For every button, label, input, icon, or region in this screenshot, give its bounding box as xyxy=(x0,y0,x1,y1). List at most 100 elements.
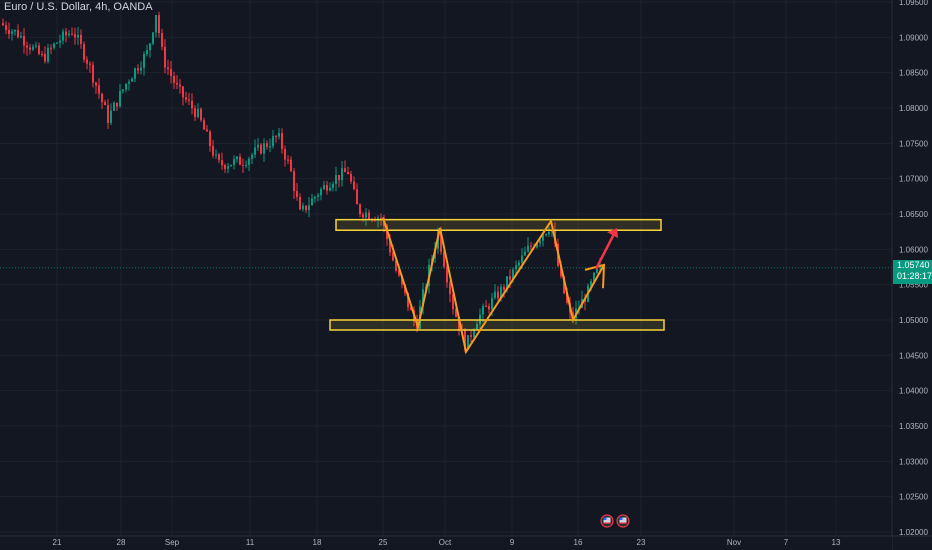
candle-body xyxy=(596,267,598,273)
candle-body xyxy=(506,276,508,290)
candle-body xyxy=(104,102,106,106)
last-price-tag: 1.05740 01:28:17 xyxy=(893,260,932,284)
candle-body xyxy=(272,136,274,147)
candle-body xyxy=(317,195,319,197)
time-tick-label: Nov xyxy=(727,538,741,547)
time-tick-label: 25 xyxy=(379,538,388,547)
candle-body xyxy=(179,84,181,87)
candle-body xyxy=(98,85,100,94)
projection-arrow-head xyxy=(607,228,618,239)
candle-body xyxy=(380,217,382,219)
candle-body xyxy=(353,181,355,190)
candle-body xyxy=(344,168,346,173)
price-tick-label: 1.05000 xyxy=(899,316,928,325)
resistance-zone xyxy=(335,218,662,232)
candle-body xyxy=(467,335,469,350)
candle-body xyxy=(5,25,7,30)
economic-event-flag-icon[interactable] xyxy=(600,514,614,528)
candle-body xyxy=(512,269,514,280)
candle-body xyxy=(323,185,325,190)
candle-body xyxy=(593,272,595,282)
candle-body xyxy=(14,30,16,32)
candle-body xyxy=(254,147,256,155)
candle-body xyxy=(518,262,520,266)
candle-body xyxy=(332,183,334,188)
candle-body xyxy=(242,164,244,166)
price-tick-label: 1.02000 xyxy=(899,528,928,537)
candle-body xyxy=(524,251,526,256)
candle-body xyxy=(131,78,133,82)
time-tick-label: 21 xyxy=(53,538,62,547)
candle-body xyxy=(521,255,523,263)
candle-body xyxy=(191,100,193,109)
bar-countdown: 01:28:17 xyxy=(897,271,932,281)
candle-body xyxy=(176,82,178,85)
pattern-zigzag xyxy=(382,217,605,355)
candle-body xyxy=(488,306,490,310)
candle-body xyxy=(2,23,4,26)
symbol-title: Euro / U.S. Dollar, 4h, OANDA xyxy=(4,1,153,13)
candle-body xyxy=(209,131,211,147)
candle-body xyxy=(326,185,328,191)
price-tick-label: 1.09500 xyxy=(899,0,928,7)
candle-body xyxy=(245,164,247,166)
candle-body xyxy=(68,33,70,36)
candle-body xyxy=(422,289,424,307)
time-tick-label: 16 xyxy=(574,538,583,547)
candle-body xyxy=(296,191,298,197)
pattern-annotations xyxy=(382,217,618,355)
candle-body xyxy=(359,204,361,215)
candle-body xyxy=(347,172,349,175)
price-tick-label: 1.05500 xyxy=(899,281,928,290)
candle-body xyxy=(83,44,85,60)
time-tick-label: 28 xyxy=(117,538,126,547)
candle-body xyxy=(185,97,187,100)
candle-body xyxy=(113,102,115,111)
price-tick-label: 1.08000 xyxy=(899,104,928,113)
price-tick-label: 1.03000 xyxy=(899,457,928,466)
candle-body xyxy=(89,63,91,65)
candle-body xyxy=(536,242,538,248)
candle-body xyxy=(143,54,145,68)
candle-body xyxy=(119,91,121,107)
candle-body xyxy=(527,245,529,252)
event-markers[interactable] xyxy=(600,514,630,528)
candle-body xyxy=(155,15,157,33)
candle-body xyxy=(500,286,502,299)
candle-body xyxy=(341,168,343,181)
candle-body xyxy=(50,47,52,49)
projection-arrow-line xyxy=(594,231,617,270)
candle-body xyxy=(161,33,163,47)
candle-body xyxy=(455,309,457,317)
price-tick-label: 1.04000 xyxy=(899,387,928,396)
candle-body xyxy=(278,133,280,137)
candle-body xyxy=(74,34,76,38)
candle-body xyxy=(35,45,37,47)
candle-body xyxy=(257,144,259,148)
candle-body xyxy=(566,293,568,303)
candle-body xyxy=(158,15,160,34)
time-tick-label: Oct xyxy=(439,538,452,547)
candle-body xyxy=(239,156,241,165)
price-tick-label: 1.07000 xyxy=(899,175,928,184)
candle-body xyxy=(17,30,19,38)
candle-body xyxy=(116,102,118,107)
candle-body xyxy=(188,99,190,101)
price-tick-label: 1.06500 xyxy=(899,210,928,219)
candle-body xyxy=(107,105,109,123)
economic-event-flag-icon[interactable] xyxy=(616,514,630,528)
candle-body xyxy=(56,42,58,44)
candle-body xyxy=(440,230,442,252)
candle-body xyxy=(203,120,205,130)
candle-body xyxy=(275,136,277,138)
candle-body xyxy=(548,231,550,235)
candle-body xyxy=(8,29,10,34)
candle-body xyxy=(227,166,229,169)
candle-body xyxy=(281,133,283,149)
candle-body xyxy=(92,64,94,83)
candle-body xyxy=(65,31,67,36)
candle-body xyxy=(170,69,172,77)
candle-body xyxy=(509,276,511,280)
candle-body xyxy=(287,159,289,161)
